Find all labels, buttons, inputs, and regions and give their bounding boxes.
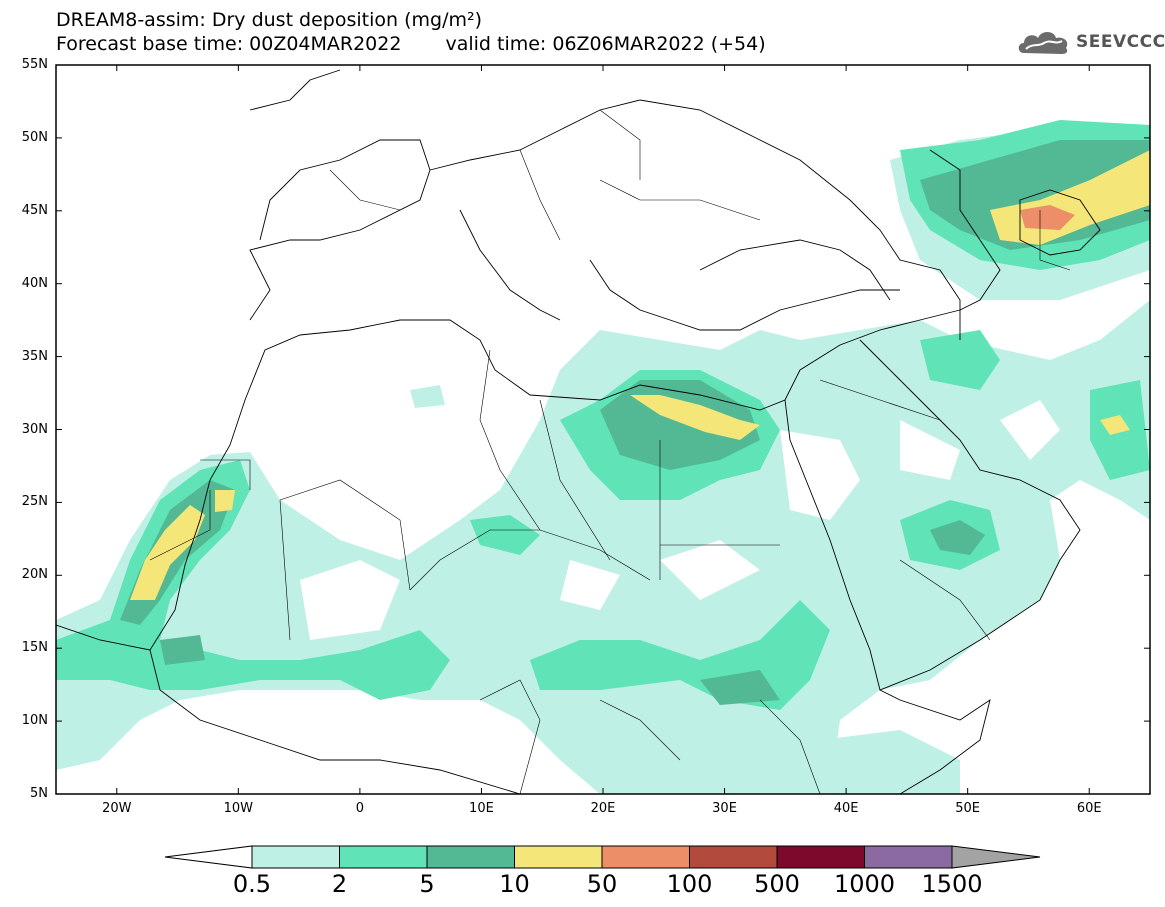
colorbar-segment (251, 845, 340, 869)
dust-level-50 (1020, 205, 1075, 230)
colorbar-segment (864, 845, 953, 869)
colorbar-segment (776, 845, 865, 869)
lon-label: 20E (590, 801, 616, 816)
colorbar-label: 2 (331, 870, 348, 898)
colorbar-label: 5 (419, 870, 435, 898)
colorbar-segment (689, 845, 778, 869)
coastlines (56, 69, 1101, 794)
colorbar-right-arrow (951, 845, 1041, 869)
lon-label: 0 (355, 801, 365, 816)
lat-label: 15N (21, 640, 48, 656)
lon-label: 10E (469, 801, 494, 816)
lat-label: 5N (30, 786, 48, 801)
valid-time: valid time: 06Z06MAR2022 (+54) (445, 33, 766, 55)
colorbar-segment (601, 845, 690, 869)
colorbar (164, 845, 1041, 869)
lat-label: 10N (21, 713, 48, 729)
lat-label: 45N (21, 202, 48, 218)
lon-label: 50E (955, 801, 981, 816)
lat-label: 20N (21, 567, 48, 583)
lon-label: 20W (102, 801, 132, 816)
colorbar-label: 500 (754, 870, 800, 898)
seevccc-logo: SEEVCCC (1016, 26, 1165, 58)
colorbar-label: 10 (499, 870, 530, 898)
lat-label: 50N (21, 129, 48, 145)
colorbar-left-arrow (164, 845, 253, 869)
colorbar-segment (339, 845, 428, 869)
colorbar-label: 1000 (833, 870, 896, 898)
clear-areas (300, 400, 1060, 640)
map-subtitle: Forecast base time: 00Z04MAR2022 valid ti… (56, 34, 766, 54)
colorbar-label: 100 (666, 870, 713, 898)
logo-text: SEEVCCC (1076, 32, 1165, 52)
colorbar-label: 0.5 (232, 870, 272, 898)
colorbar-label: 1500 (921, 870, 983, 898)
country-borders (149, 109, 1071, 794)
lat-label: 30N (21, 421, 48, 437)
lon-label: 40E (833, 801, 859, 816)
base-time: Forecast base time: 00Z04MAR2022 (56, 33, 402, 55)
colorbar-label: 50 (586, 870, 618, 898)
colorbar-segment (426, 845, 515, 869)
lat-label: 35N (21, 348, 48, 364)
lat-label: 55N (21, 57, 48, 72)
lon-label: 10W (223, 801, 254, 816)
dust-fields (56, 120, 1150, 794)
lon-label: 30E (712, 801, 737, 816)
lat-label: 40N (21, 275, 48, 291)
lon-label: 60E (1076, 801, 1102, 816)
map-title: DREAM8-assim: Dry dust deposition (mg/m²… (56, 9, 483, 31)
cloud-icon (1018, 32, 1068, 54)
axis-ticks (56, 64, 1150, 795)
lat-label: 25N (21, 494, 48, 510)
colorbar-segment (514, 845, 603, 869)
